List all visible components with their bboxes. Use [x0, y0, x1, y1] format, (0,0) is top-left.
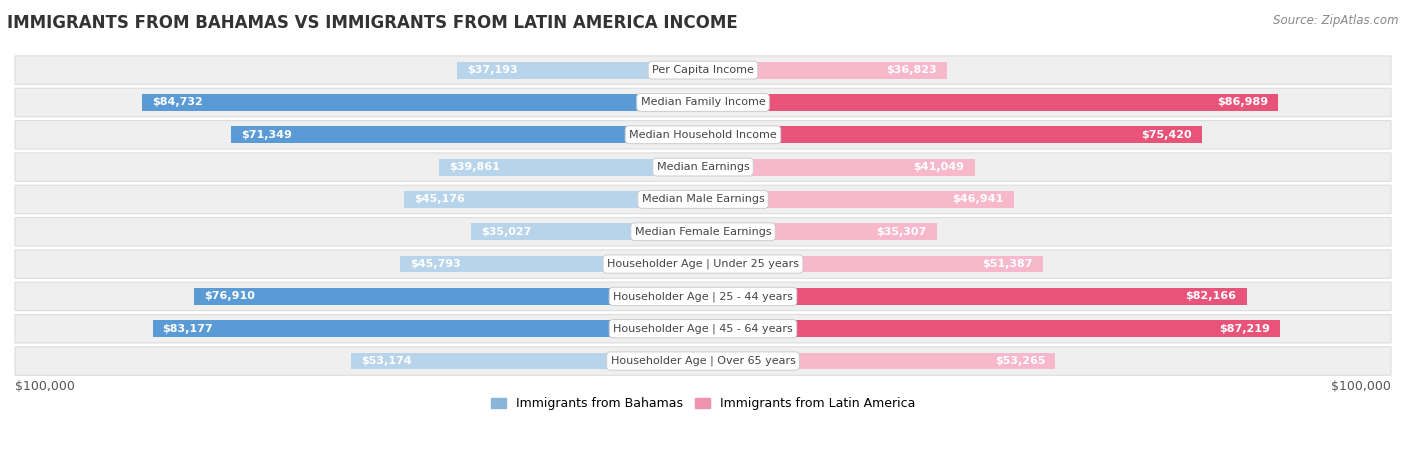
Text: Householder Age | Over 65 years: Householder Age | Over 65 years [610, 356, 796, 366]
Text: Median Female Earnings: Median Female Earnings [634, 227, 772, 237]
Text: $86,989: $86,989 [1218, 98, 1268, 107]
Text: $39,861: $39,861 [450, 162, 501, 172]
Bar [404, 191, 703, 208]
Text: $45,793: $45,793 [411, 259, 461, 269]
Bar [703, 62, 946, 78]
Bar [439, 159, 703, 176]
Text: Per Capita Income: Per Capita Income [652, 65, 754, 75]
Text: $51,387: $51,387 [983, 259, 1033, 269]
Text: Median Family Income: Median Family Income [641, 98, 765, 107]
Legend: Immigrants from Bahamas, Immigrants from Latin America: Immigrants from Bahamas, Immigrants from… [485, 392, 921, 415]
Bar [401, 255, 703, 272]
Text: $45,176: $45,176 [413, 194, 465, 205]
Text: $41,049: $41,049 [914, 162, 965, 172]
Text: $100,000: $100,000 [15, 381, 75, 393]
Text: $71,349: $71,349 [240, 130, 292, 140]
FancyBboxPatch shape [15, 282, 1391, 311]
Text: $76,910: $76,910 [204, 291, 254, 301]
Text: $37,193: $37,193 [467, 65, 517, 75]
Bar [703, 94, 1278, 111]
Text: Median Male Earnings: Median Male Earnings [641, 194, 765, 205]
Bar [153, 320, 703, 337]
Bar [703, 223, 936, 240]
Text: Source: ZipAtlas.com: Source: ZipAtlas.com [1274, 14, 1399, 27]
Bar [194, 288, 703, 305]
Bar [703, 127, 1202, 143]
Text: $36,823: $36,823 [886, 65, 936, 75]
FancyBboxPatch shape [15, 347, 1391, 375]
Text: $87,219: $87,219 [1219, 324, 1270, 334]
Text: $46,941: $46,941 [952, 194, 1004, 205]
Text: Householder Age | 45 - 64 years: Householder Age | 45 - 64 years [613, 324, 793, 334]
Text: Householder Age | 25 - 44 years: Householder Age | 25 - 44 years [613, 291, 793, 302]
Bar [703, 255, 1043, 272]
Bar [142, 94, 703, 111]
Text: $75,420: $75,420 [1142, 130, 1192, 140]
Text: IMMIGRANTS FROM BAHAMAS VS IMMIGRANTS FROM LATIN AMERICA INCOME: IMMIGRANTS FROM BAHAMAS VS IMMIGRANTS FR… [7, 14, 738, 32]
FancyBboxPatch shape [15, 314, 1391, 343]
Text: Householder Age | Under 25 years: Householder Age | Under 25 years [607, 259, 799, 269]
Bar [703, 320, 1279, 337]
Text: $84,732: $84,732 [152, 98, 202, 107]
Text: $53,174: $53,174 [361, 356, 412, 366]
Text: $35,027: $35,027 [481, 227, 531, 237]
Text: $35,307: $35,307 [876, 227, 927, 237]
FancyBboxPatch shape [15, 56, 1391, 85]
Bar [231, 127, 703, 143]
Bar [471, 223, 703, 240]
Text: Median Earnings: Median Earnings [657, 162, 749, 172]
FancyBboxPatch shape [15, 185, 1391, 213]
FancyBboxPatch shape [15, 153, 1391, 181]
Text: $82,166: $82,166 [1185, 291, 1237, 301]
Bar [703, 191, 1014, 208]
FancyBboxPatch shape [15, 120, 1391, 149]
Bar [457, 62, 703, 78]
Bar [352, 353, 703, 369]
Text: $100,000: $100,000 [1331, 381, 1391, 393]
Text: Median Household Income: Median Household Income [628, 130, 778, 140]
Text: $83,177: $83,177 [163, 324, 214, 334]
Bar [703, 353, 1056, 369]
FancyBboxPatch shape [15, 250, 1391, 278]
FancyBboxPatch shape [15, 218, 1391, 246]
Text: $53,265: $53,265 [995, 356, 1046, 366]
Bar [703, 159, 974, 176]
Bar [703, 288, 1247, 305]
FancyBboxPatch shape [15, 88, 1391, 117]
